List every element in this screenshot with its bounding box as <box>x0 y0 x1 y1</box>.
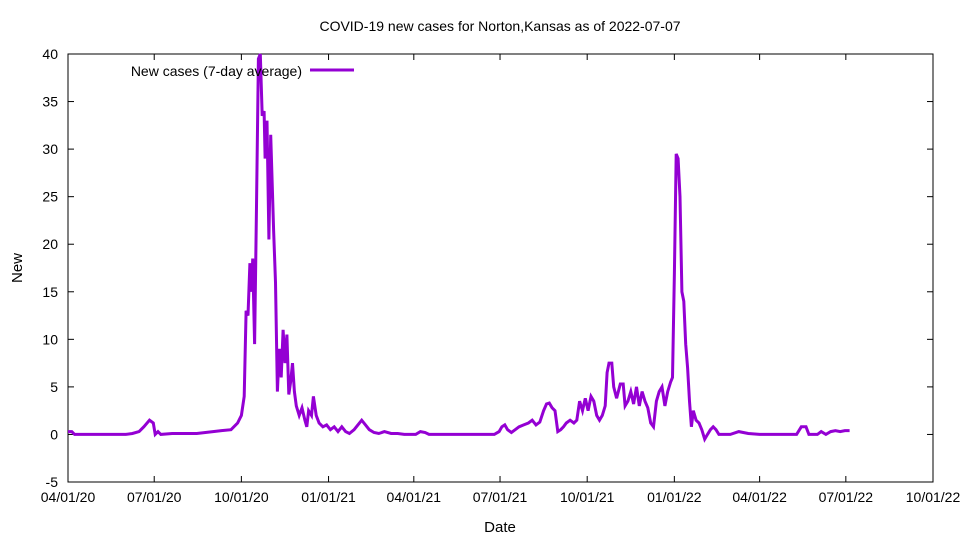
x-tick-label: 04/01/22 <box>732 489 787 505</box>
x-tick-label: 01/01/21 <box>301 489 356 505</box>
legend-label: New cases (7-day average) <box>131 63 302 79</box>
axes <box>67 53 934 483</box>
y-tick-label: 5 <box>50 379 58 395</box>
y-tick-label: -5 <box>46 474 59 490</box>
x-axis: 04/01/20 07/01/20 10/01/20 01/01/21 04/01/21… <box>41 54 960 505</box>
x-tick-label: 07/01/22 <box>819 489 874 505</box>
y-tick-label: 20 <box>42 236 58 252</box>
y-tick-label: 30 <box>42 141 58 157</box>
x-tick-label: 04/01/20 <box>41 489 96 505</box>
x-tick-label: 04/01/21 <box>387 489 442 505</box>
plot-frame <box>67 53 934 483</box>
y-axis-label: New <box>9 253 26 283</box>
series-layer <box>68 53 850 443</box>
y-tick-label: 15 <box>42 284 58 300</box>
chart-title: COVID-19 new cases for Norton,Kansas as … <box>319 18 680 34</box>
x-tick-label: 07/01/20 <box>127 489 182 505</box>
x-tick-label: 07/01/21 <box>473 489 528 505</box>
x-tick-label: 10/01/22 <box>906 489 960 505</box>
y-tick-label: 10 <box>42 331 58 347</box>
y-tick-label: 40 <box>42 46 58 62</box>
x-tick-label: 01/01/22 <box>647 489 702 505</box>
x-tick-label: 10/01/20 <box>214 489 269 505</box>
y-tick-label: 0 <box>50 426 58 442</box>
x-axis-label: Date <box>484 519 516 536</box>
y-axis: -5 0 5 10 15 20 25 30 35 40 <box>42 46 933 490</box>
series-line <box>68 53 850 443</box>
x-tick-label: 10/01/21 <box>560 489 615 505</box>
legend: New cases (7-day average) <box>131 63 354 79</box>
y-tick-label: 35 <box>42 94 58 110</box>
y-tick-label: 25 <box>42 189 58 205</box>
